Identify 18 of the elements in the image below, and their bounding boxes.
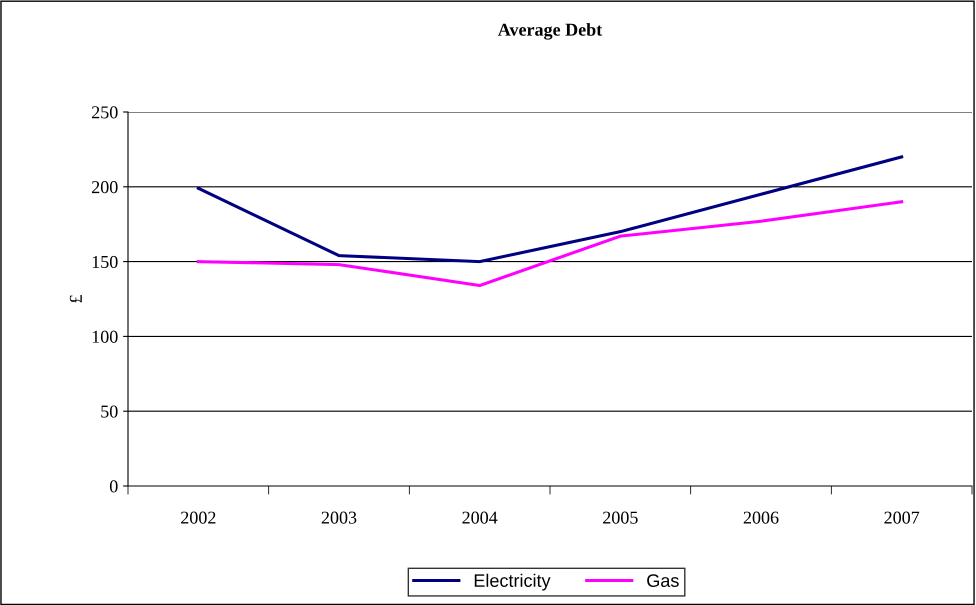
y-tick-label: 150 bbox=[92, 256, 118, 268]
x-tick-label: 2003 bbox=[322, 512, 356, 524]
legend-label: Gas bbox=[647, 574, 679, 587]
y-tick-label: 50 bbox=[101, 405, 118, 418]
x-tick-label: 2006 bbox=[744, 512, 779, 524]
y-tick-label: 250 bbox=[92, 106, 118, 118]
x-tick-label: 2005 bbox=[603, 512, 638, 524]
y-tick-label: 0 bbox=[110, 480, 118, 492]
x-tick-label: 2002 bbox=[181, 512, 216, 524]
y-axis-title: £ bbox=[70, 295, 82, 302]
chart-title: Average Debt bbox=[498, 23, 602, 40]
y-tick-label: 200 bbox=[92, 181, 118, 194]
line-series bbox=[196, 200, 904, 288]
x-tick-label: 2007 bbox=[884, 512, 920, 524]
legend-label: Electricity bbox=[474, 574, 551, 591]
x-tick-label: 2004 bbox=[462, 512, 498, 524]
y-tick-label: 100 bbox=[92, 330, 118, 343]
line-series bbox=[196, 155, 904, 264]
